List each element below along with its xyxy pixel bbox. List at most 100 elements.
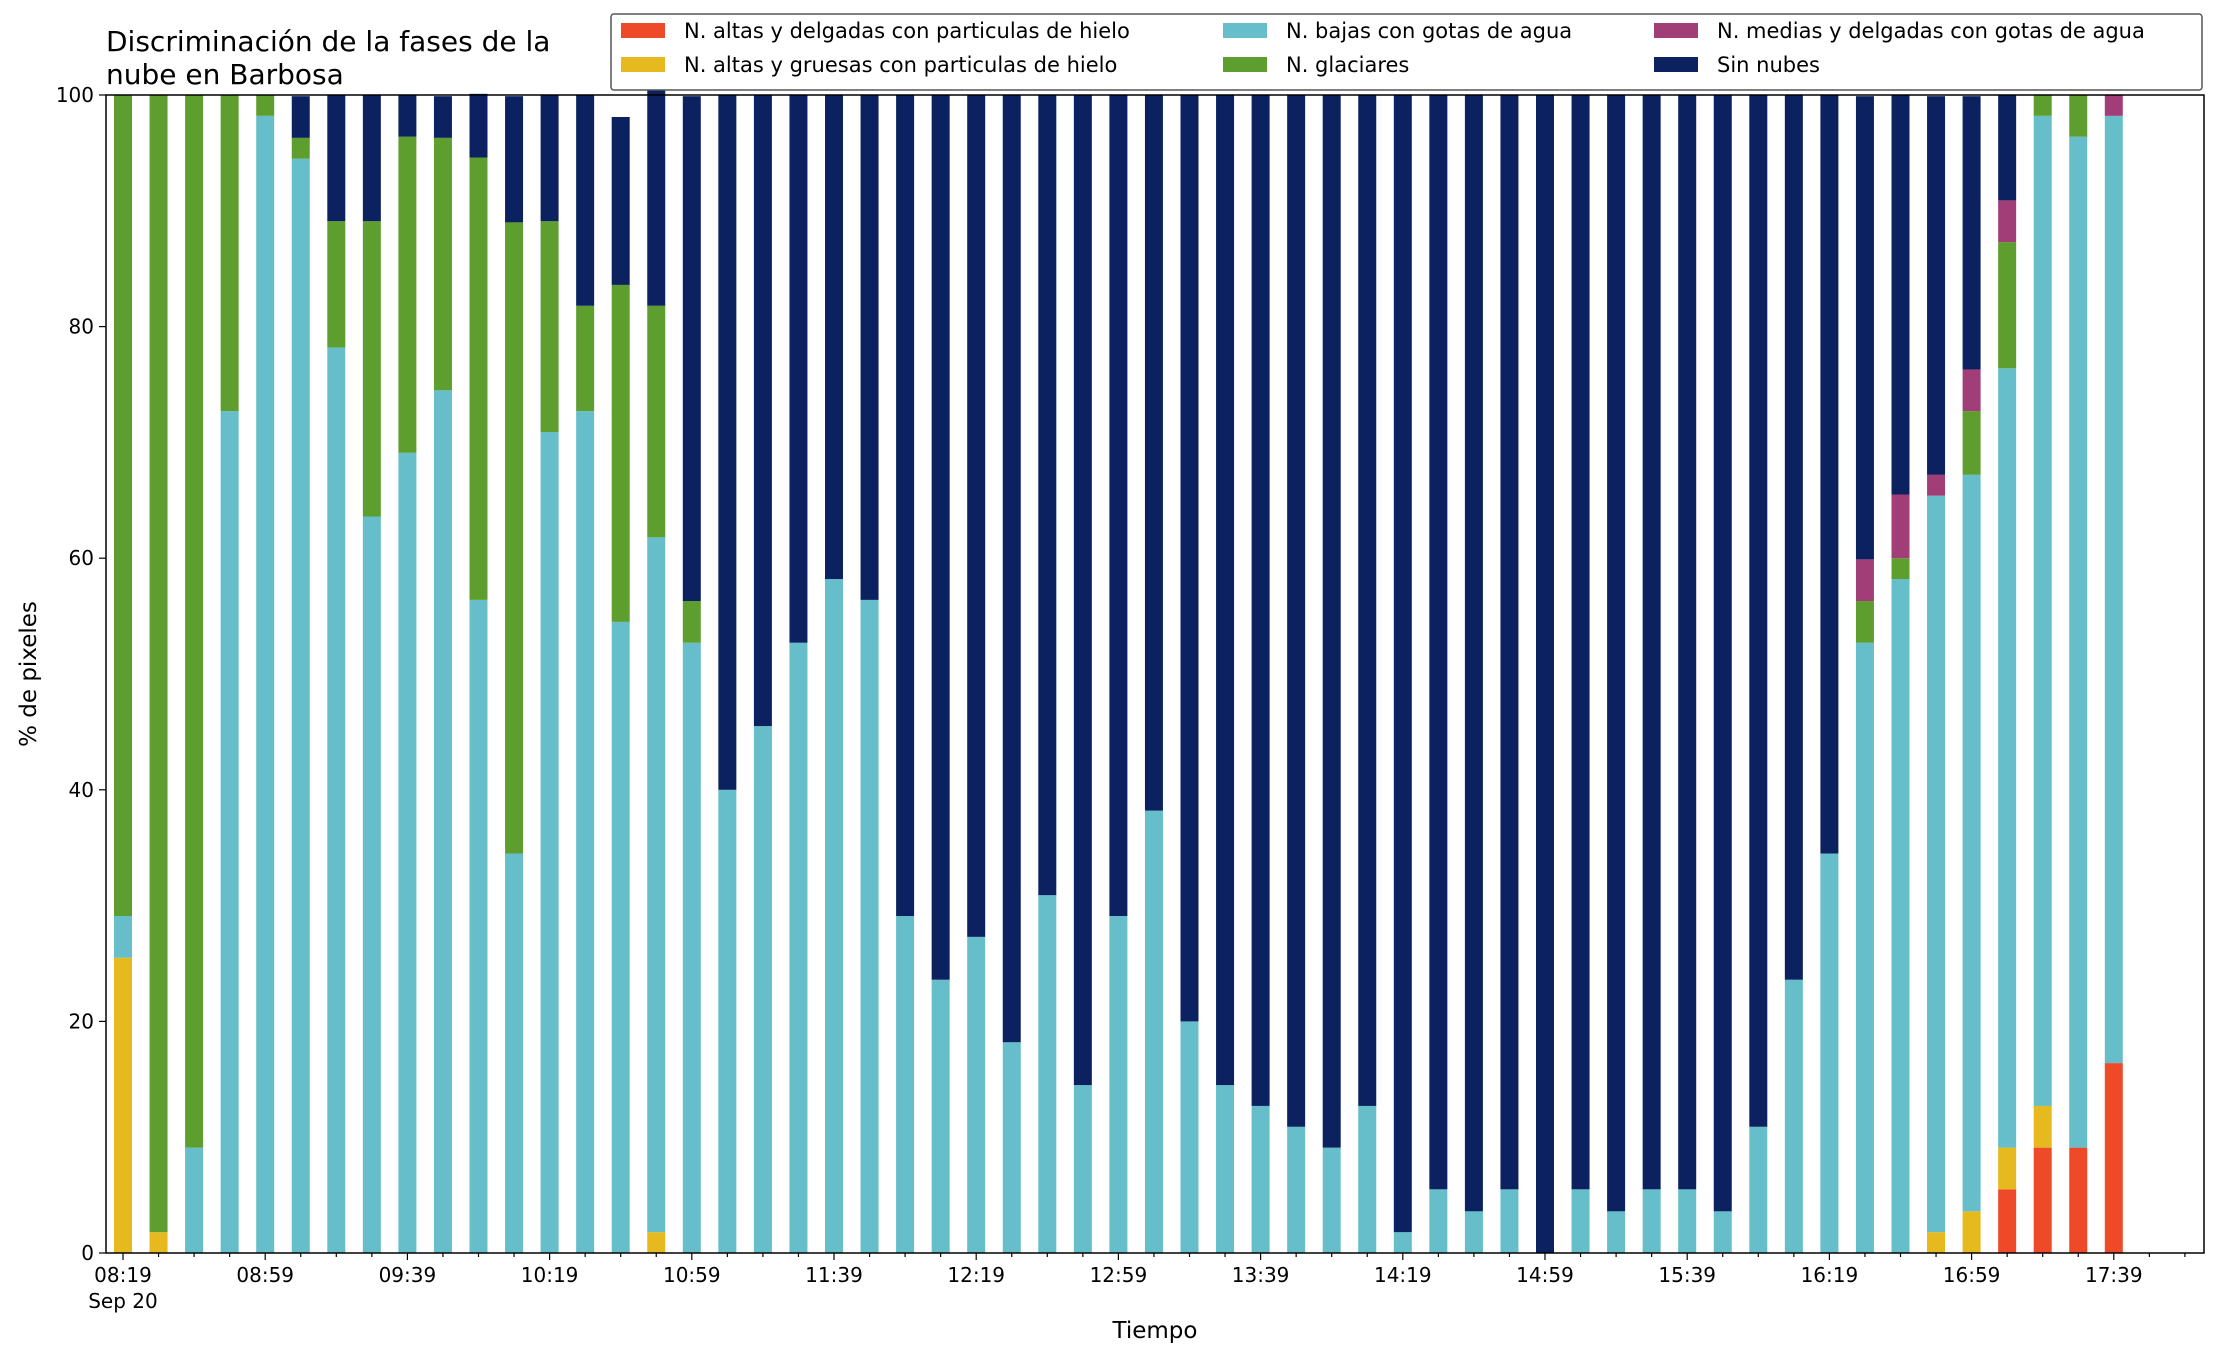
bar-s_bajas-39 — [1500, 1189, 1519, 1253]
bar-s_bajas-29 — [1144, 810, 1163, 1253]
bar-s_glaciares-12 — [540, 221, 559, 432]
bar-s_bajas-15 — [647, 537, 666, 1233]
bar-s_sin_nubes-30 — [1180, 95, 1199, 1022]
bar-s_altas_delgadas-53 — [1998, 1189, 2017, 1253]
bar-s_bajas-36 — [1393, 1232, 1412, 1253]
bar-s_bajas-19 — [789, 642, 808, 1253]
bar-s_sin_nubes-11 — [505, 96, 524, 223]
bar-s_altas_gruesas-53 — [1998, 1147, 2017, 1190]
bar-s_bajas-21 — [860, 599, 879, 1253]
bar-s_sin_nubes-49 — [1855, 96, 1874, 560]
bar-s_bajas-2 — [185, 1147, 204, 1253]
bar-s_sin_nubes-50 — [1891, 95, 1910, 495]
x-axis-label: Tiempo — [1112, 1318, 1198, 1344]
x-tick-label: 10:59 — [663, 1263, 721, 1287]
bar-s_bajas-54 — [2033, 115, 2052, 1106]
bar-s_bajas-5 — [291, 158, 310, 1254]
bar-s_sin_nubes-41 — [1571, 95, 1590, 1190]
bar-s_glaciares-8 — [398, 136, 417, 453]
legend-swatch-s_medias — [1654, 23, 1698, 38]
x-tick-label: 16:59 — [1943, 1263, 2001, 1287]
bar-s_bajas-33 — [1287, 1126, 1306, 1253]
x-tick-label: 12:59 — [1090, 1263, 1148, 1287]
bar-s_bajas-30 — [1180, 1021, 1199, 1253]
bar-s_bajas-14 — [611, 621, 630, 1253]
bar-s_sin_nubes-38 — [1464, 95, 1483, 1212]
y-tick-label: 60 — [69, 546, 94, 570]
x-date-label: Sep 20 — [88, 1289, 158, 1313]
bar-s_glaciares-10 — [469, 157, 488, 600]
legend: N. altas y delgadas con particulas de hi… — [610, 13, 2203, 91]
bar-s_glaciares-1 — [149, 95, 168, 1233]
bar-s_bajas-25 — [1002, 1042, 1021, 1253]
bar-s_bajas-52 — [1962, 474, 1981, 1212]
bars-group — [114, 74, 2123, 1254]
bar-s_medias-53 — [1998, 200, 2017, 243]
bar-s_bajas-3 — [220, 411, 239, 1253]
bar-s_sin_nubes-17 — [718, 95, 737, 790]
bar-s_bajas-34 — [1322, 1147, 1341, 1253]
bar-s_glaciares-49 — [1855, 601, 1874, 643]
bar-s_glaciares-6 — [327, 221, 346, 348]
bar-s_bajas-11 — [505, 853, 524, 1253]
legend-label-s_bajas: N. bajas con gotas de agua — [1286, 19, 1572, 43]
bar-s_medias-56 — [2104, 95, 2123, 116]
bar-s_bajas-45 — [1713, 1211, 1732, 1253]
bar-s_sin_nubes-5 — [291, 96, 310, 138]
bar-s_altas_delgadas-54 — [2033, 1147, 2052, 1253]
bar-s_glaciares-4 — [256, 95, 275, 116]
bar-s_bajas-32 — [1251, 1105, 1270, 1253]
bar-s_bajas-24 — [967, 936, 986, 1253]
bar-s_bajas-4 — [256, 115, 275, 1254]
bar-s_bajas-13 — [576, 411, 595, 1253]
bar-s_sin_nubes-39 — [1500, 95, 1519, 1190]
bar-s_bajas-31 — [1216, 1085, 1235, 1253]
bar-s_bajas-12 — [540, 431, 559, 1254]
bar-s_bajas-50 — [1891, 579, 1910, 1253]
bar-s_sin_nubes-52 — [1962, 96, 1981, 370]
bar-s_sin_nubes-9 — [433, 96, 452, 138]
bar-s_glaciares-54 — [2033, 95, 2052, 116]
bar-s_altas_gruesas-1 — [149, 1232, 168, 1253]
x-tick-label: 14:59 — [1516, 1263, 1574, 1287]
bar-s_bajas-8 — [398, 452, 417, 1253]
bar-s_sin_nubes-35 — [1358, 95, 1377, 1106]
x-tick-label: 09:39 — [379, 1263, 437, 1287]
bar-s_bajas-55 — [2069, 136, 2088, 1148]
bar-s_bajas-26 — [1038, 895, 1057, 1253]
bar-s_glaciares-5 — [291, 137, 310, 159]
x-tick-label: 14:19 — [1374, 1263, 1432, 1287]
bar-s_bajas-56 — [2104, 115, 2123, 1064]
bar-s_sin_nubes-43 — [1642, 95, 1661, 1190]
x-tick-label: 08:59 — [236, 1263, 294, 1287]
y-tick-label: 100 — [56, 83, 94, 107]
bar-s_altas_gruesas-0 — [114, 957, 132, 1253]
bar-s_sin_nubes-6 — [327, 95, 346, 222]
bar-s_sin_nubes-29 — [1144, 95, 1163, 811]
legend-swatch-s_altas_gruesas — [621, 57, 665, 72]
bar-s_bajas-6 — [327, 347, 346, 1253]
x-tick-label: 08:19 — [94, 1263, 152, 1287]
bar-s_sin_nubes-44 — [1678, 95, 1697, 1190]
bar-s_bajas-10 — [469, 599, 488, 1253]
bar-s_altas_gruesas-52 — [1962, 1211, 1981, 1253]
bar-s_bajas-47 — [1784, 979, 1803, 1253]
bar-s_sin_nubes-12 — [540, 95, 559, 222]
bar-s_medias-51 — [1927, 474, 1946, 496]
x-tick-label: 12:19 — [947, 1263, 1005, 1287]
bar-s_glaciares-9 — [433, 137, 452, 391]
x-axis-ticks: 08:19 08:59 09:39 10:19 10:59 11:39 12:19 12:59… — [88, 1253, 2186, 1313]
bar-s_medias-50 — [1891, 494, 1910, 559]
bar-s_altas_gruesas-51 — [1927, 1232, 1946, 1253]
bar-s_sin_nubes-22 — [896, 95, 915, 917]
chart-title-line-2: nube en Barbosa — [106, 58, 344, 91]
bar-s_glaciares-14 — [611, 284, 630, 622]
bar-s_bajas-7 — [362, 516, 381, 1253]
bar-s_bajas-28 — [1109, 916, 1128, 1253]
bar-s_sin_nubes-13 — [576, 95, 595, 306]
bar-s_sin_nubes-23 — [931, 95, 950, 980]
x-tick-label: 11:39 — [805, 1263, 863, 1287]
legend-swatch-s_altas_delgadas — [621, 23, 665, 38]
bar-s_bajas-38 — [1464, 1211, 1483, 1253]
